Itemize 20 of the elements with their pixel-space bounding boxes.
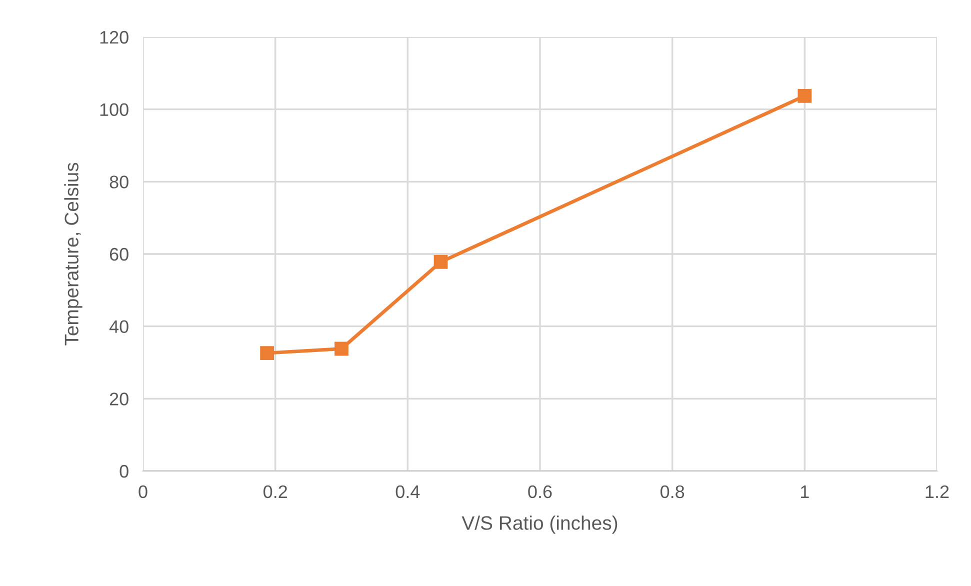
- point: [798, 89, 812, 103]
- x-tick-label: 0.4: [396, 485, 420, 498]
- x-tick-label: 0.6: [528, 485, 552, 498]
- x-axis-title: V/S Ratio (inches): [462, 516, 618, 534]
- x-tick-label: 0.8: [660, 485, 684, 498]
- x-tick-label: 1: [801, 486, 809, 498]
- y-tick-label: 120: [100, 30, 128, 44]
- y-tick-label: 40: [109, 320, 128, 334]
- point: [434, 255, 448, 269]
- x-tick-label: 1.2: [926, 485, 949, 498]
- x-tick-label: 0: [138, 485, 148, 498]
- point: [260, 346, 274, 360]
- y-tick-label: 80: [110, 176, 128, 188]
- y-tick-label: 100: [100, 103, 128, 116]
- point: [334, 342, 348, 356]
- y-tick-label: 20: [110, 392, 128, 406]
- y-tick-label: 0: [120, 464, 128, 478]
- y-tick-label: 60: [110, 248, 128, 261]
- y-axis-title: Temperature, Celsius: [64, 162, 82, 346]
- x-tick-label: 0.2: [263, 485, 287, 498]
